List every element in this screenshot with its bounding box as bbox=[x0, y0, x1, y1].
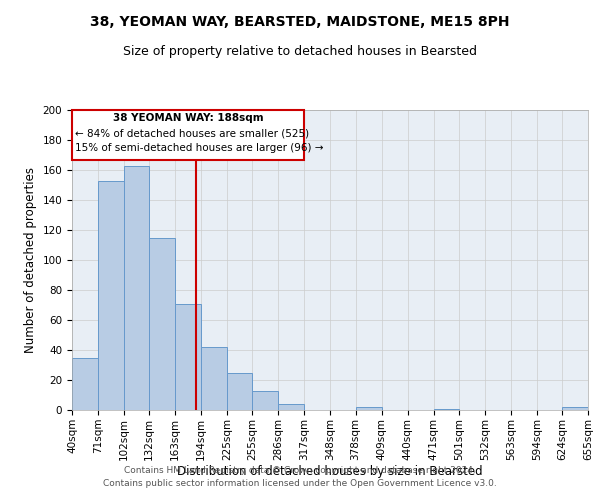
Bar bbox=[201, 347, 227, 410]
Y-axis label: Number of detached properties: Number of detached properties bbox=[24, 167, 37, 353]
Text: Size of property relative to detached houses in Bearsted: Size of property relative to detached ho… bbox=[123, 45, 477, 58]
Text: 38, YEOMAN WAY, BEARSTED, MAIDSTONE, ME15 8PH: 38, YEOMAN WAY, BEARSTED, MAIDSTONE, ME1… bbox=[90, 15, 510, 29]
Bar bbox=[149, 238, 175, 410]
Bar bbox=[253, 390, 278, 410]
Bar bbox=[98, 180, 124, 410]
Bar bbox=[72, 358, 98, 410]
Text: Contains HM Land Registry data © Crown copyright and database right 2024.
Contai: Contains HM Land Registry data © Crown c… bbox=[103, 466, 497, 487]
Bar bbox=[434, 408, 459, 410]
Text: 38 YEOMAN WAY: 188sqm: 38 YEOMAN WAY: 188sqm bbox=[113, 113, 263, 123]
Bar bbox=[278, 404, 304, 410]
Bar bbox=[124, 166, 149, 410]
Bar bbox=[175, 304, 201, 410]
Bar bbox=[356, 407, 382, 410]
Bar bbox=[72, 110, 304, 160]
Text: ← 84% of detached houses are smaller (525): ← 84% of detached houses are smaller (52… bbox=[76, 128, 310, 138]
Bar bbox=[562, 407, 588, 410]
Bar bbox=[227, 372, 253, 410]
Text: 15% of semi-detached houses are larger (96) →: 15% of semi-detached houses are larger (… bbox=[76, 143, 324, 153]
X-axis label: Distribution of detached houses by size in Bearsted: Distribution of detached houses by size … bbox=[177, 466, 483, 478]
